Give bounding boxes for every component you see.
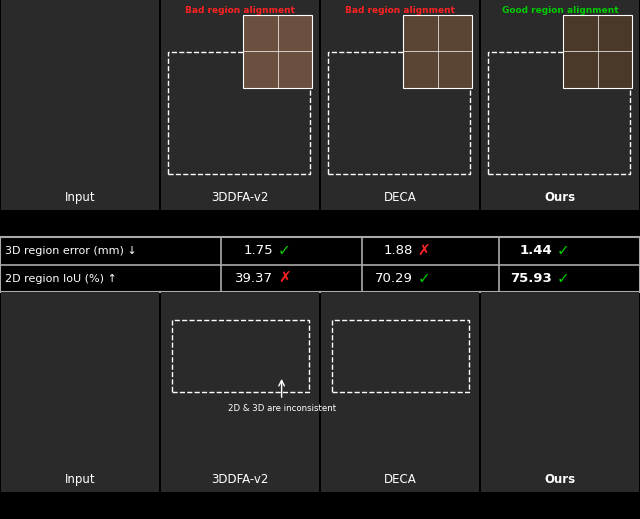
Text: Ours: Ours <box>545 190 575 203</box>
Text: vs.: vs. <box>349 498 370 512</box>
Text: ✓: ✓ <box>557 243 570 258</box>
Text: 1.44: 1.44 <box>520 244 552 257</box>
Text: (a) Performance on extreme expressions: (a) Performance on extreme expressions <box>170 216 470 231</box>
Text: 2D region IoU (%) ↑: 2D region IoU (%) ↑ <box>5 274 117 283</box>
Text: Input: Input <box>65 473 95 486</box>
Text: 2D & 3D are inconsistent: 2D & 3D are inconsistent <box>228 404 335 413</box>
Bar <box>161 292 319 491</box>
Text: ✓: ✓ <box>417 271 430 286</box>
Text: ✓: ✓ <box>278 243 291 258</box>
Text: 1.88: 1.88 <box>383 244 413 257</box>
Bar <box>328 52 470 174</box>
Text: (b) 3D error: (b) 3D error <box>181 498 275 512</box>
Bar <box>168 52 310 174</box>
Text: 3DDFA-v2: 3DDFA-v2 <box>211 190 269 203</box>
Text: ✗: ✗ <box>278 271 291 286</box>
Bar <box>321 292 479 491</box>
Text: Ours: Ours <box>545 473 575 486</box>
Text: 1.75: 1.75 <box>244 244 273 257</box>
Text: 70.29: 70.29 <box>375 272 413 285</box>
Bar <box>563 15 632 88</box>
Text: DECA: DECA <box>383 473 417 486</box>
Text: ✗: ✗ <box>417 243 430 258</box>
Bar <box>488 52 630 174</box>
Bar <box>403 15 472 88</box>
Bar <box>1 292 159 491</box>
Bar <box>243 15 312 88</box>
Bar <box>321 0 479 210</box>
Text: Bad region alignment: Bad region alignment <box>345 6 455 15</box>
Text: 3DDFA-v2: 3DDFA-v2 <box>211 473 269 486</box>
Text: DECA: DECA <box>383 190 417 203</box>
Text: Good region alignment: Good region alignment <box>502 6 618 15</box>
Bar <box>172 320 309 392</box>
Bar <box>1 0 159 210</box>
Text: ✓: ✓ <box>557 271 570 286</box>
Text: 2D alignment: 2D alignment <box>370 498 475 512</box>
Bar <box>161 0 319 210</box>
Text: Input: Input <box>65 190 95 203</box>
Bar <box>481 0 639 210</box>
Bar <box>332 320 469 392</box>
Text: 39.37: 39.37 <box>236 272 273 285</box>
Text: 75.93: 75.93 <box>511 272 552 285</box>
Bar <box>481 292 639 491</box>
Text: Bad region alignment: Bad region alignment <box>185 6 295 15</box>
Text: 3D region error (mm) ↓: 3D region error (mm) ↓ <box>5 246 137 256</box>
